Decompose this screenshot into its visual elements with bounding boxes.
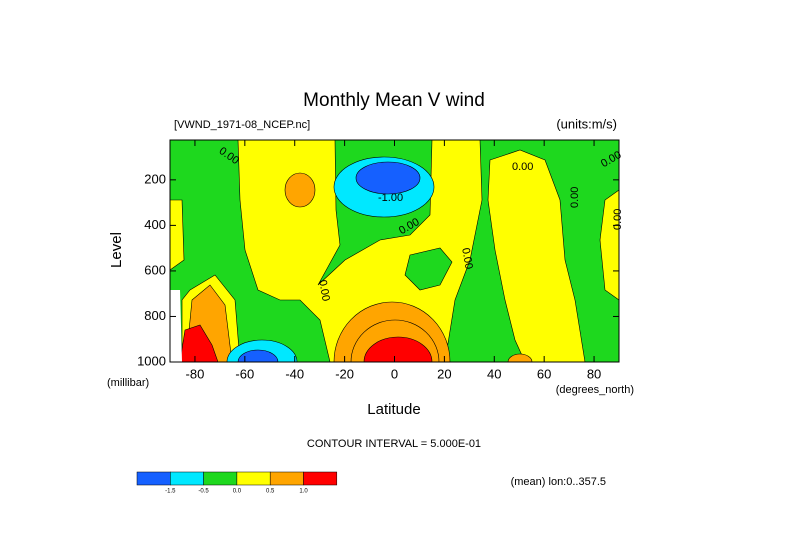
colorbar-label: 0.0 bbox=[233, 489, 242, 495]
x-axis-label: Latitude bbox=[367, 401, 420, 418]
colorbar-swatch bbox=[136, 471, 171, 486]
colorbar-swatch bbox=[303, 471, 338, 486]
colorbar-swatch bbox=[170, 471, 204, 486]
contour-label: 0.00 bbox=[459, 247, 475, 270]
x-tick-label: 80 bbox=[587, 366, 601, 381]
colorbar-swatch bbox=[236, 471, 271, 486]
x-tick-label: -60 bbox=[235, 366, 254, 381]
contour-label: -1.00 bbox=[378, 192, 403, 204]
subtitle-right: (units:m/s) bbox=[556, 116, 617, 131]
contour-field bbox=[169, 139, 620, 363]
y-tick-label: 800 bbox=[144, 308, 166, 323]
y-tick-label: 600 bbox=[144, 262, 166, 277]
x-tick-label: -40 bbox=[285, 366, 304, 381]
x-axis-unit: (degrees_north) bbox=[556, 384, 634, 396]
x-tick-label: 40 bbox=[487, 366, 501, 381]
y-tick-label: 400 bbox=[144, 217, 166, 232]
colorbar-swatch bbox=[269, 471, 304, 486]
colorbar-label: -0.5 bbox=[198, 489, 209, 495]
x-tick-label: 20 bbox=[437, 366, 451, 381]
x-tick-label: -20 bbox=[335, 366, 354, 381]
colorbar-label: 1.0 bbox=[299, 489, 308, 495]
contour-interval: CONTOUR INTERVAL = 5.000E-01 bbox=[307, 438, 481, 450]
y-tick-label: 200 bbox=[144, 171, 166, 186]
y-tick-label: 1000 bbox=[137, 353, 166, 368]
x-tick-label: 0 bbox=[391, 366, 398, 381]
contour-label: 0.00 bbox=[316, 279, 332, 302]
chart-title: Monthly Mean V wind bbox=[303, 90, 485, 111]
footer-note: (mean) lon:0..357.5 bbox=[511, 476, 606, 488]
colorbar-label: 0.5 bbox=[266, 489, 275, 495]
x-tick-label: 60 bbox=[537, 366, 551, 381]
contour-label: 0.00 bbox=[569, 187, 581, 208]
colorbar-label: -1.5 bbox=[165, 489, 176, 495]
x-tick-label: -80 bbox=[186, 366, 205, 381]
y-axis-unit: (millibar) bbox=[107, 377, 149, 389]
contour-label: 0.00 bbox=[612, 209, 624, 230]
colorbar-swatch bbox=[203, 471, 238, 486]
subtitle-left: [VWND_1971-08_NCEP.nc] bbox=[174, 119, 310, 131]
y-axis-label: Level bbox=[108, 232, 125, 268]
contour-label: 0.00 bbox=[512, 161, 533, 173]
